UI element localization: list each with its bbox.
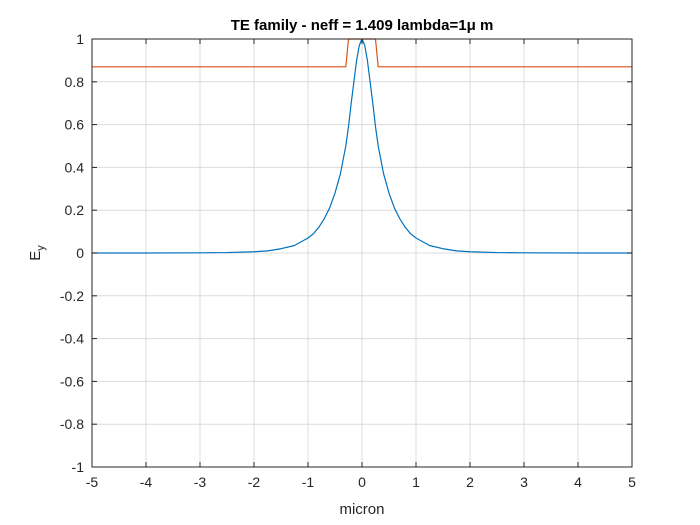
y-tick-label: -1 [72, 459, 85, 475]
x-tick-label: 1 [412, 474, 420, 490]
y-tick-label: -0.8 [60, 416, 84, 432]
chart-title: TE family - neff = 1.409 lambda=1μ m [231, 17, 494, 34]
y-tick-label: 0.2 [65, 202, 85, 218]
y-tick-label: 0 [76, 245, 84, 261]
x-tick-label: 5 [628, 474, 636, 490]
x-tick-label: 3 [520, 474, 528, 490]
y-tick-label: 1 [76, 31, 84, 47]
y-tick-label: 0.6 [65, 117, 85, 133]
y-tick-label: -0.2 [60, 288, 84, 304]
x-tick-label: -1 [302, 474, 315, 490]
x-tick-label: 4 [574, 474, 582, 490]
y-axis-label: Ey [27, 245, 47, 261]
y-tick-label: -0.6 [60, 373, 84, 389]
y-tick-label: 0.8 [65, 74, 85, 90]
y-tick-label: 0.4 [65, 159, 85, 175]
x-tick-label: -5 [86, 474, 99, 490]
y-axis-label-main: E [27, 251, 44, 261]
y-tick-label: -0.4 [60, 331, 84, 347]
y-axis-label-subscript: y [35, 245, 47, 251]
x-axis-label: micron [339, 501, 384, 518]
ticks: -5 -4 -3 -2 -1 0 1 2 3 4 5 -1 -0.8 -0.6 -0.4 -0.2 0 0.2 0.… [60, 31, 636, 490]
x-tick-label: -2 [248, 474, 261, 490]
x-tick-label: -3 [194, 474, 207, 490]
x-tick-label: -4 [140, 474, 153, 490]
x-tick-label: 0 [358, 474, 366, 490]
x-tick-label: 2 [466, 474, 474, 490]
